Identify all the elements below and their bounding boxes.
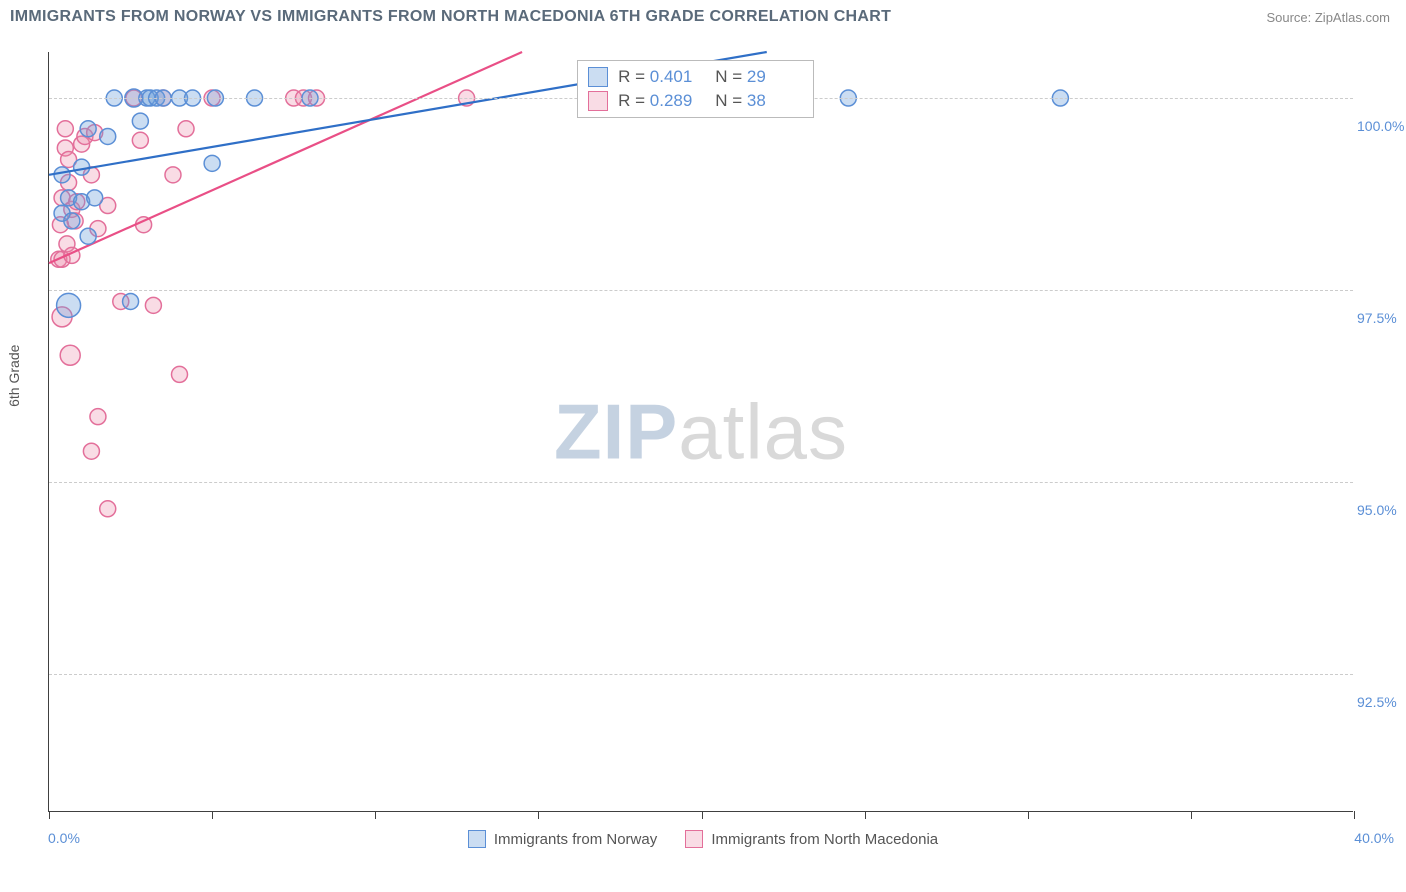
legend-label-norway: Immigrants from Norway bbox=[494, 831, 657, 848]
data-point bbox=[145, 297, 161, 313]
x-tick bbox=[1191, 811, 1192, 819]
stats-n-macedonia: 38 bbox=[747, 91, 803, 111]
data-point bbox=[100, 128, 116, 144]
y-tick-label: 92.5% bbox=[1357, 694, 1403, 710]
plot-area: ZIPatlas 92.5%95.0%97.5%100.0% R = 0.401… bbox=[48, 52, 1353, 812]
data-point bbox=[123, 293, 139, 309]
data-point bbox=[83, 443, 99, 459]
x-tick bbox=[1028, 811, 1029, 819]
data-point bbox=[57, 293, 81, 317]
x-tick bbox=[49, 811, 50, 819]
stats-r-label: R = bbox=[618, 67, 645, 87]
chart-title: IMMIGRANTS FROM NORWAY VS IMMIGRANTS FRO… bbox=[10, 8, 891, 26]
y-tick-label: 100.0% bbox=[1357, 118, 1403, 134]
chart-header: IMMIGRANTS FROM NORWAY VS IMMIGRANTS FRO… bbox=[0, 0, 1406, 30]
x-tick bbox=[1354, 811, 1355, 819]
x-tick bbox=[212, 811, 213, 819]
y-axis-title: 6th Grade bbox=[6, 345, 22, 407]
data-point bbox=[178, 121, 194, 137]
stats-row-macedonia: R = 0.289 N = 38 bbox=[588, 89, 803, 113]
y-tick-label: 97.5% bbox=[1357, 310, 1403, 326]
x-tick bbox=[702, 811, 703, 819]
stats-r-norway: 0.401 bbox=[650, 67, 706, 87]
stats-swatch-norway bbox=[588, 67, 608, 87]
data-point bbox=[80, 121, 96, 137]
trend-line bbox=[49, 52, 522, 263]
correlation-stats-box: R = 0.401 N = 29 R = 0.289 N = 38 bbox=[577, 60, 814, 118]
stats-r-label: R = bbox=[618, 91, 645, 111]
gridline bbox=[49, 482, 1353, 483]
data-point bbox=[60, 345, 80, 365]
x-tick bbox=[538, 811, 539, 819]
legend-swatch-norway bbox=[468, 830, 486, 848]
legend-label-macedonia: Immigrants from North Macedonia bbox=[711, 831, 938, 848]
data-point bbox=[132, 113, 148, 129]
data-point bbox=[165, 167, 181, 183]
data-point bbox=[132, 132, 148, 148]
legend-item-norway: Immigrants from Norway bbox=[468, 830, 657, 848]
data-point bbox=[74, 159, 90, 175]
stats-row-norway: R = 0.401 N = 29 bbox=[588, 65, 803, 89]
stats-n-norway: 29 bbox=[747, 67, 803, 87]
data-point bbox=[64, 213, 80, 229]
data-point bbox=[54, 167, 70, 183]
stats-n-label: N = bbox=[715, 91, 742, 111]
data-point bbox=[90, 409, 106, 425]
data-point bbox=[87, 190, 103, 206]
data-point bbox=[100, 501, 116, 517]
chart-source: Source: ZipAtlas.com bbox=[1266, 10, 1390, 25]
x-tick bbox=[375, 811, 376, 819]
scatter-svg bbox=[49, 52, 1353, 811]
stats-n-label: N = bbox=[715, 67, 742, 87]
legend: Immigrants from Norway Immigrants from N… bbox=[0, 830, 1406, 852]
stats-swatch-macedonia bbox=[588, 91, 608, 111]
stats-r-macedonia: 0.289 bbox=[650, 91, 706, 111]
legend-swatch-macedonia bbox=[685, 830, 703, 848]
gridline bbox=[49, 674, 1353, 675]
gridline bbox=[49, 290, 1353, 291]
data-point bbox=[57, 121, 73, 137]
data-point bbox=[172, 366, 188, 382]
x-tick bbox=[865, 811, 866, 819]
legend-item-macedonia: Immigrants from North Macedonia bbox=[685, 830, 938, 848]
data-point bbox=[80, 228, 96, 244]
data-point bbox=[204, 155, 220, 171]
y-tick-label: 95.0% bbox=[1357, 502, 1403, 518]
